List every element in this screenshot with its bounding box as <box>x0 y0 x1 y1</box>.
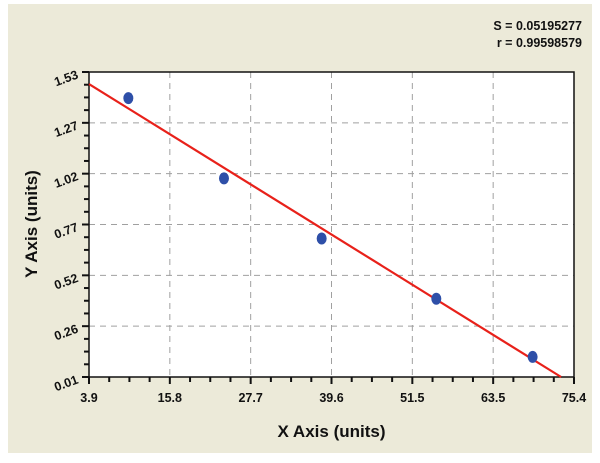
stats-box: S = 0.05195277 r = 0.99598579 <box>493 18 582 52</box>
y-tick-label: 1.02 <box>52 169 80 190</box>
y-tick-label: 0.26 <box>52 322 80 343</box>
data-point <box>316 232 327 245</box>
y-tick-label: 0.52 <box>52 271 80 292</box>
fit-line <box>88 83 562 378</box>
data-point <box>123 92 134 105</box>
x-tick-label: 39.6 <box>319 391 343 405</box>
y-tick-label: 1.27 <box>52 118 80 139</box>
x-tick-label: 75.4 <box>562 391 586 405</box>
x-tick-label: 3.9 <box>80 391 97 405</box>
x-tick-label: 63.5 <box>481 391 505 405</box>
data-point <box>218 172 229 185</box>
r-value: r = 0.99598579 <box>496 36 582 50</box>
y-axis-title: Y Axis (units) <box>22 170 41 278</box>
y-tick-label: 0.01 <box>52 373 80 394</box>
x-tick-label: 51.5 <box>400 391 424 405</box>
x-axis-title: X Axis (units) <box>277 422 386 441</box>
x-tick-label: 15.8 <box>158 391 182 405</box>
x-tick-label: 27.7 <box>238 391 262 405</box>
data-point <box>527 350 538 363</box>
y-tick-label: 0.77 <box>52 220 80 241</box>
s-value: S = 0.05195277 <box>493 19 582 33</box>
data-point <box>431 292 442 305</box>
y-tick-label: 1.53 <box>52 68 80 89</box>
